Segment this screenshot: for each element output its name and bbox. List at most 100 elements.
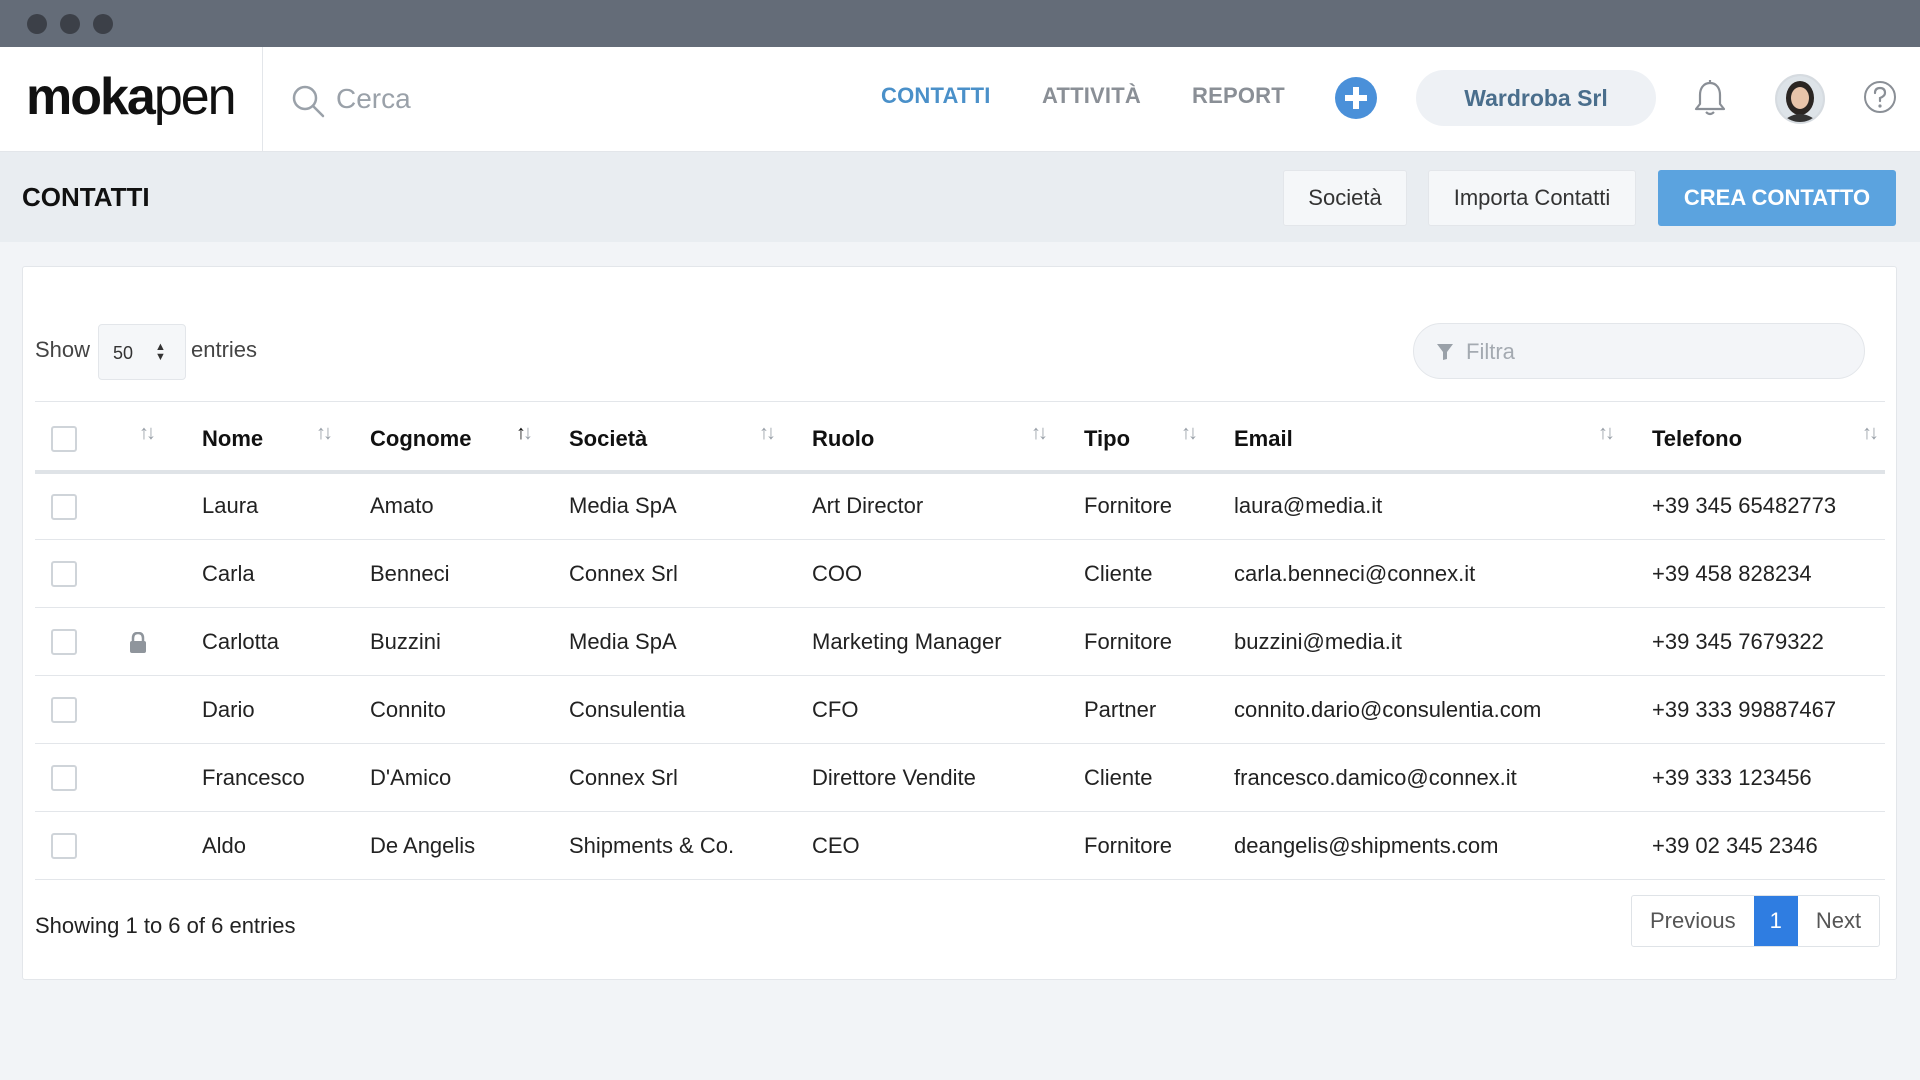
cell-cognome: D'Amico	[370, 743, 569, 812]
logo-bold: moka	[26, 68, 156, 126]
table-row[interactable]: Laura Amato Media SpA Art Director Forni…	[35, 471, 1885, 540]
lock-cell	[111, 811, 202, 880]
cell-email-link[interactable]: connito.dario@consulentia.com	[1234, 675, 1652, 744]
table-row[interactable]: Carla Benneci Connex Srl COO Cliente car…	[35, 539, 1885, 608]
filter-input[interactable]	[1466, 334, 1826, 370]
showing-info: Showing 1 to 6 of 6 entries	[35, 913, 296, 938]
cell-telefono: +39 345 65482773	[1652, 471, 1885, 540]
sort-icon[interactable]: ↑↓	[1031, 422, 1048, 444]
cell-ruolo: CEO	[812, 811, 1084, 880]
close-window-button[interactable]	[27, 14, 47, 34]
table-row[interactable]: Dario Connito Consulentia CFO Partner co…	[35, 675, 1885, 744]
pagination: Previous 1 Next	[1631, 895, 1881, 947]
filter-icon	[1437, 344, 1453, 360]
page-header: CONTATTI Società Importa Contatti CREA C…	[0, 152, 1920, 242]
maximize-window-button[interactable]	[93, 14, 113, 34]
cell-tipo: Fornitore	[1084, 607, 1234, 676]
cell-societa-link[interactable]: Media SpA	[569, 607, 812, 676]
lock-icon	[130, 631, 146, 653]
cell-telefono: +39 458 828234	[1652, 539, 1885, 608]
nav-report[interactable]: REPORT	[1192, 83, 1285, 108]
column-email[interactable]: Email ↑↓	[1234, 401, 1652, 474]
filter-box[interactable]	[1413, 323, 1865, 379]
lock-cell	[111, 607, 202, 676]
cell-societa-link[interactable]: Connex Srl	[569, 743, 812, 812]
sort-icon[interactable]: ↑↓	[316, 422, 333, 444]
select-all-header	[35, 401, 111, 474]
previous-page-button[interactable]: Previous	[1650, 908, 1736, 933]
cell-cognome: Buzzini	[370, 607, 569, 676]
entries-select[interactable]: 50 ▲ ▼	[98, 324, 186, 380]
cell-email-link[interactable]: buzzini@media.it	[1234, 607, 1652, 676]
sort-icon[interactable]: ↑↓	[1598, 422, 1615, 444]
row-checkbox[interactable]	[51, 629, 77, 656]
nav-attivita[interactable]: ATTIVITÀ	[1042, 83, 1141, 108]
sort-icon[interactable]: ↑↓	[1862, 422, 1879, 444]
cell-tipo: Fornitore	[1084, 811, 1234, 880]
cell-cognome: Connito	[370, 675, 569, 744]
company-button[interactable]: Società	[1283, 170, 1407, 226]
sort-icon[interactable]: ↑↓	[1181, 422, 1198, 444]
column-nome[interactable]: Nome ↑↓	[202, 401, 370, 474]
row-checkbox[interactable]	[51, 765, 77, 792]
cell-cognome: Amato	[370, 471, 569, 540]
cell-ruolo: Direttore Vendite	[812, 743, 1084, 812]
logo[interactable]: mokapen	[26, 67, 237, 127]
cell-societa-link[interactable]: Media SpA	[569, 471, 812, 540]
cell-societa-link[interactable]: Consulentia	[569, 675, 812, 744]
lock-cell	[111, 471, 202, 540]
cell-email-link[interactable]: francesco.damico@connex.it	[1234, 743, 1652, 812]
lock-cell	[111, 675, 202, 744]
cell-email-link[interactable]: laura@media.it	[1234, 471, 1652, 540]
column-cognome[interactable]: Cognome ↑↓	[370, 401, 569, 474]
page-title: CONTATTI	[22, 182, 150, 212]
cell-tipo: Fornitore	[1084, 471, 1234, 540]
import-contacts-button[interactable]: Importa Contatti	[1428, 170, 1636, 226]
company-selector[interactable]: Wardroba Srl	[1416, 70, 1656, 126]
cell-nome: Carla	[202, 539, 370, 608]
row-checkbox[interactable]	[51, 833, 77, 860]
table-row[interactable]: Francesco D'Amico Connex Srl Direttore V…	[35, 743, 1885, 812]
bell-icon[interactable]	[1693, 79, 1727, 117]
table-row[interactable]: Aldo De Angelis Shipments & Co. CEO Forn…	[35, 811, 1885, 880]
search-icon[interactable]	[291, 84, 325, 118]
lock-cell	[111, 743, 202, 812]
cell-societa-link[interactable]: Shipments & Co.	[569, 811, 812, 880]
column-ruolo[interactable]: Ruolo ↑↓	[812, 401, 1084, 474]
column-societa[interactable]: Società ↑↓	[569, 401, 812, 474]
nav-contatti[interactable]: CONTATTI	[881, 83, 991, 108]
cell-email-link[interactable]: deangelis@shipments.com	[1234, 811, 1652, 880]
cell-nome: Laura	[202, 471, 370, 540]
minimize-window-button[interactable]	[60, 14, 80, 34]
table-header-row: ↑↓ Nome ↑↓ Cognome ↑↓ Società ↑↓ Ruolo ↑…	[35, 401, 1885, 474]
cell-ruolo: Marketing Manager	[812, 607, 1084, 676]
contacts-table: ↑↓ Nome ↑↓ Cognome ↑↓ Società ↑↓ Ruolo ↑…	[35, 401, 1885, 880]
row-checkbox[interactable]	[51, 561, 77, 588]
next-page-button[interactable]: Next	[1815, 908, 1862, 933]
help-icon[interactable]	[1862, 79, 1898, 115]
sort-icon[interactable]: ↑↓	[759, 422, 776, 444]
page-1-button[interactable]: 1	[1753, 896, 1798, 946]
cell-nome: Aldo	[202, 811, 370, 880]
create-contact-button[interactable]: CREA CONTATTO	[1658, 170, 1896, 226]
cell-cognome: De Angelis	[370, 811, 569, 880]
select-all-checkbox[interactable]	[51, 426, 77, 453]
lock-column-header: ↑↓	[111, 401, 202, 474]
cell-societa-link[interactable]: Connex Srl	[569, 539, 812, 608]
cell-cognome: Benneci	[370, 539, 569, 608]
column-tipo[interactable]: Tipo ↑↓	[1084, 401, 1234, 474]
top-navbar: mokapen CONTATTI ATTIVITÀ REPORT Wardrob…	[0, 47, 1920, 152]
sort-asc-icon[interactable]: ↑↓	[516, 422, 533, 444]
avatar[interactable]	[1775, 74, 1825, 124]
row-checkbox[interactable]	[51, 697, 77, 724]
search-input[interactable]	[336, 77, 636, 121]
add-icon[interactable]	[1335, 77, 1377, 119]
cell-tipo: Partner	[1084, 675, 1234, 744]
cell-email-link[interactable]: carla.benneci@connex.it	[1234, 539, 1652, 608]
row-checkbox[interactable]	[51, 493, 77, 520]
entries-value: 50	[113, 343, 134, 363]
table-row[interactable]: Carlotta Buzzini Media SpA Marketing Man…	[35, 607, 1885, 676]
sort-icon[interactable]: ↑↓	[139, 422, 156, 444]
column-telefono[interactable]: Telefono ↑↓	[1652, 401, 1885, 474]
column-label: Email	[1234, 425, 1293, 451]
